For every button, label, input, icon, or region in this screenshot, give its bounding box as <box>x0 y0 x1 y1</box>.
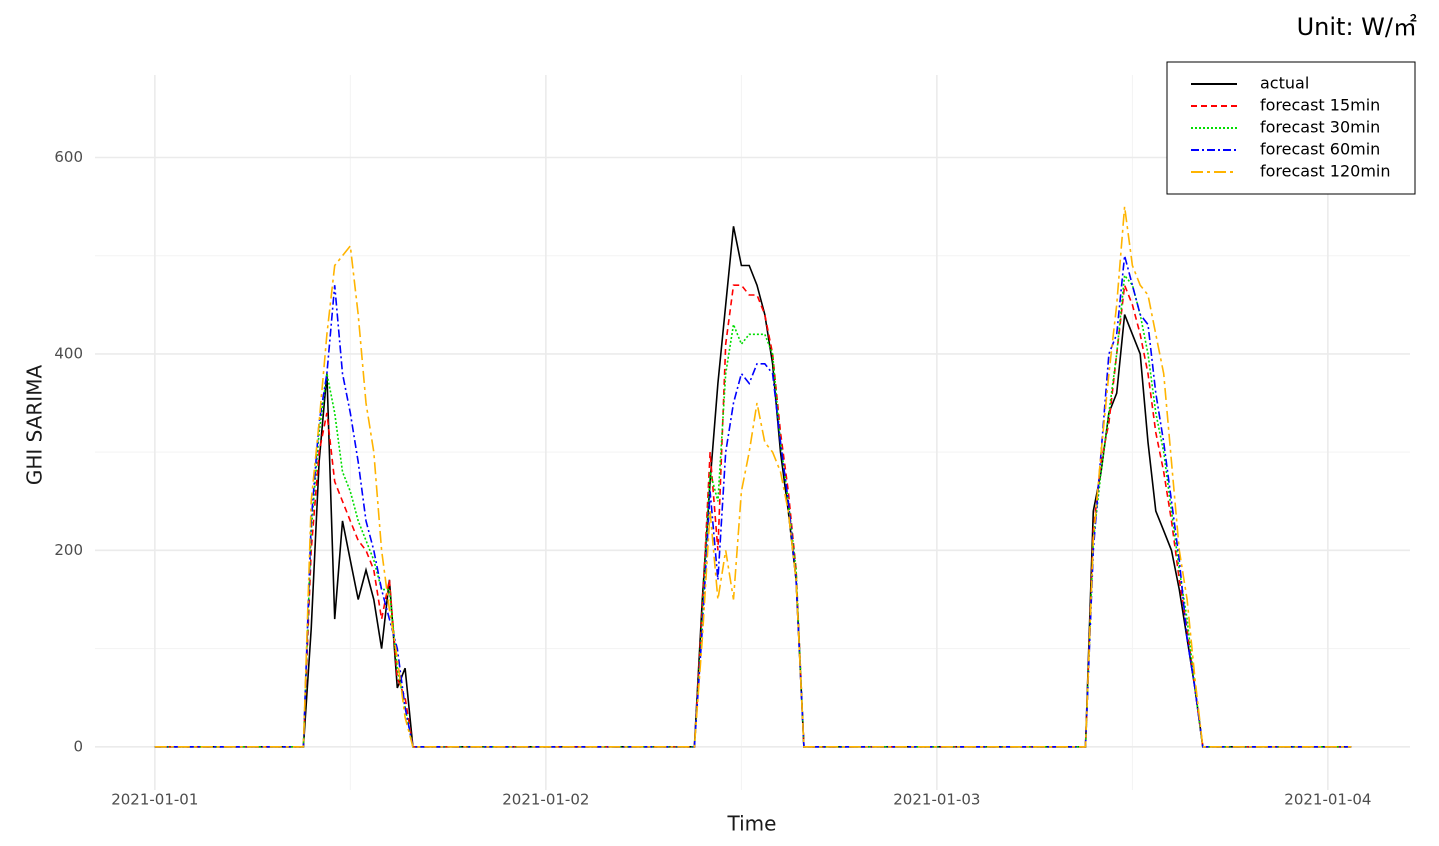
x-tick-label: 2021-01-03 <box>893 791 980 809</box>
y-tick-label: 600 <box>54 148 83 166</box>
series-line <box>154 284 1352 748</box>
y-tick-label: 400 <box>54 344 83 362</box>
lines <box>154 206 1352 748</box>
legend-label: forecast 60min <box>1260 140 1380 159</box>
y-tick-label: 200 <box>54 541 83 559</box>
legend-label: forecast 15min <box>1260 96 1380 115</box>
x-tick-label: 2021-01-04 <box>1284 791 1371 809</box>
y-axis-title: GHI SARIMA <box>23 365 47 486</box>
series-line <box>154 273 1352 748</box>
x-tick-label: 2021-01-02 <box>502 791 589 809</box>
legend: actual forecast 15min forecast 30min foreca… <box>1166 61 1416 195</box>
series-line <box>154 226 1352 748</box>
series-line <box>154 206 1352 748</box>
legend-label: forecast 30min <box>1260 118 1380 137</box>
series-line <box>154 255 1352 748</box>
x-tick-label: 2021-01-01 <box>111 791 198 809</box>
x-axis-title: Time <box>727 812 777 836</box>
legend-label: forecast 120min <box>1260 162 1391 181</box>
y-tick-label: 0 <box>73 737 83 755</box>
legend-label: actual <box>1260 74 1309 93</box>
unit-label: Unit: W/㎡ <box>1297 13 1417 41</box>
